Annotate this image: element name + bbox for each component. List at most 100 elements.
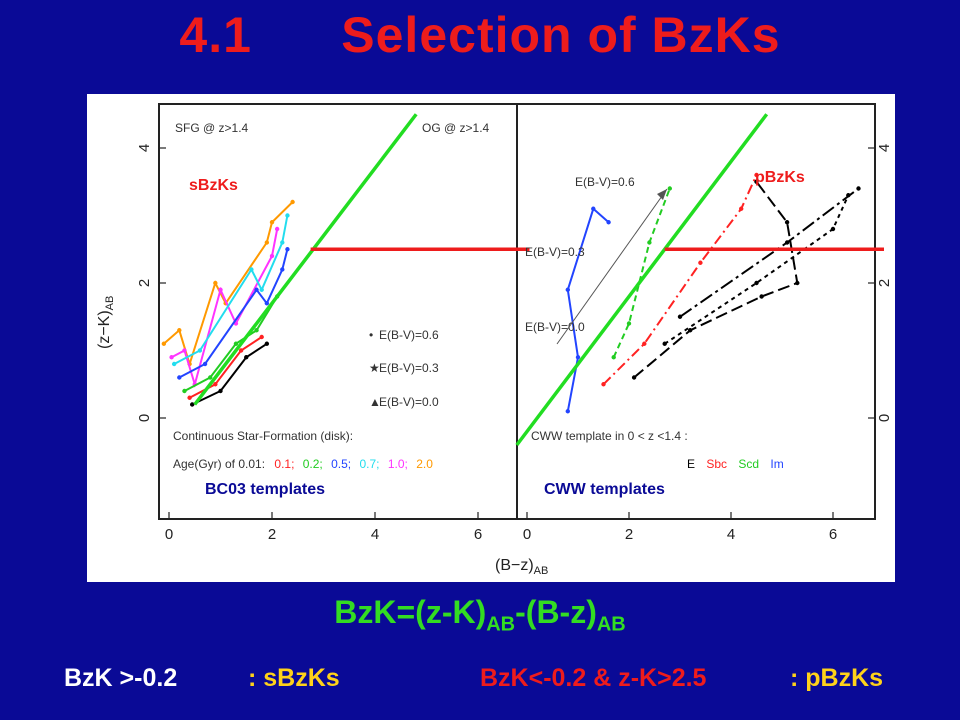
bc03-caption: BC03 templates	[205, 481, 325, 498]
cww-track-4-point	[830, 226, 836, 232]
bc03-track-2-point	[197, 348, 203, 353]
ages-prefix: Age(Gyr) of 0.01:	[173, 457, 265, 471]
bc03-track-2-point	[249, 267, 254, 272]
left-note-line1: Continuous Star-Formation (disk):	[173, 429, 353, 443]
bc03-track-0-point	[177, 328, 182, 333]
cww-track-4	[664, 194, 850, 345]
template-sbc: Sbc	[706, 457, 727, 471]
cww-track-1	[612, 188, 671, 358]
formula-mid: -(B-z)	[515, 594, 597, 630]
left-x-tick-label: 0	[165, 526, 173, 543]
bc03-track-1-point	[169, 355, 174, 360]
cww-track-3-point	[754, 179, 759, 184]
pbzk-rule-tag: : pBzKs	[790, 664, 884, 692]
legend-item-1: E(B-V)=0.6	[379, 328, 439, 342]
legend-marker-2: ★	[369, 361, 380, 375]
template-scd: Scd	[738, 457, 759, 471]
bc03-track-4-point	[182, 388, 187, 394]
right-top-label: OG @ z>1.4	[422, 121, 490, 135]
bc03-track-1-point	[182, 348, 187, 353]
bzk-diagram: 0 2 4 6 0 2 4 6 0 0 2 2 4 4 SFG @ z>1.4 OG @ z>1.4 sB…	[87, 94, 895, 582]
bc03-track-4-point	[233, 341, 239, 346]
cww-track-0-point	[591, 206, 596, 211]
bc03-track-6-point	[264, 341, 270, 346]
bc03-track-2-point	[259, 287, 264, 292]
bc03-track-1-point	[274, 226, 280, 232]
cww-track-3-point	[795, 280, 800, 286]
cww-track-0-point	[565, 409, 570, 414]
age-0-2: 0.2;	[303, 457, 323, 471]
cww-track-5	[679, 187, 860, 318]
bc03-track-3-point	[285, 247, 290, 252]
right-y-tick-label: 0	[876, 414, 893, 422]
cww-track-1-point	[647, 240, 652, 245]
bc03-track-4-point	[208, 375, 213, 380]
cww-track-0-point	[565, 287, 570, 292]
sbzk-rule-condition: BzK >-0.2	[64, 664, 178, 692]
sbzk-rule-tag: : sBzKs	[248, 664, 340, 692]
bc03-track-2-point	[171, 361, 177, 367]
cww-track-5-point	[677, 314, 683, 319]
x-axis-label: (B−z)AB	[495, 557, 548, 577]
age-1-0: 1.0;	[388, 457, 408, 471]
bc03-track-0-point	[161, 341, 167, 346]
cww-track-0-point	[575, 355, 581, 360]
right-x-tick-label: 4	[727, 526, 735, 543]
bc03-track-3-point	[254, 287, 259, 292]
legend-item-3: E(B-V)=0.0	[379, 395, 439, 409]
legend-marker-3: ▲	[369, 395, 381, 409]
cww-track-0-point	[606, 220, 611, 225]
bc03-track-0-point	[264, 240, 270, 245]
right-ebv-labels: E(B-V)=0.6 E(B-V)=0.3 E(B-V)=0.0	[525, 175, 635, 334]
bc03-track-0-point	[269, 220, 275, 225]
pbzk-rule-condition: BzK<-0.2 & z-K>2.5	[480, 664, 707, 692]
bc03-track-3	[178, 249, 289, 379]
slide-title: 4.1 Selection of BzKs	[179, 7, 781, 63]
left-y-tick-label: 0	[136, 414, 153, 422]
bc03-track-0-point	[290, 199, 295, 205]
template-e: E	[687, 457, 695, 471]
left-x-tick-label: 2	[268, 526, 276, 543]
bc03-track-0-point	[213, 280, 218, 286]
formula-sub2: AB	[596, 613, 626, 636]
selection-line-0	[193, 113, 418, 406]
bc03-track-2-point	[280, 240, 285, 245]
bc03-track-0	[163, 201, 294, 368]
left-x-tick-label: 6	[474, 526, 482, 543]
left-y-tick-label: 4	[136, 144, 153, 152]
reddening-arrowhead	[657, 189, 667, 200]
bc03-track-3-point	[280, 267, 285, 272]
cww-track-1-point	[611, 355, 616, 360]
bc03-track-5-point	[187, 395, 192, 400]
cww-track-4-point	[662, 341, 667, 346]
cww-track-2-point	[754, 172, 759, 178]
bc03-track-5-point	[213, 382, 218, 387]
age-0-7: 0.7;	[359, 457, 379, 471]
bc03-track-4-point	[254, 328, 259, 333]
cww-track-5-point	[784, 240, 790, 245]
reddening-arrow	[556, 188, 668, 345]
bc03-track-5-point	[259, 334, 264, 340]
bc03-track-2-point	[285, 213, 290, 218]
pbzk-label: pBzKs	[755, 169, 805, 186]
cww-template-legend: E Sbc Scd Im	[687, 457, 784, 471]
cww-track-3-point	[688, 328, 693, 333]
right-ebv-0-3: E(B-V)=0.3	[525, 245, 585, 259]
right-note: CWW template in 0 < z <1.4 :	[531, 429, 688, 443]
right-x-tick-label: 0	[523, 526, 531, 543]
cww-track-0	[566, 207, 610, 412]
age-2-0: 2.0	[416, 457, 433, 471]
sbzk-label: sBzKs	[189, 177, 238, 194]
cww-track-3-point	[631, 375, 637, 380]
formula-lhs: BzK=(z-K)	[334, 594, 487, 630]
left-y-tick-label: 2	[136, 279, 153, 287]
legend-item-2: E(B-V)=0.3	[379, 361, 439, 375]
right-y-tick-label: 2	[876, 279, 893, 287]
legend-marker-1: •	[369, 328, 373, 342]
cww-track-3	[633, 181, 799, 379]
cww-track-3-point	[759, 294, 764, 299]
bc03-track-5-point	[238, 348, 244, 353]
cww-track-2-point	[642, 341, 647, 346]
bc03-track-2	[173, 215, 289, 365]
cww-track-1-point	[626, 321, 632, 326]
